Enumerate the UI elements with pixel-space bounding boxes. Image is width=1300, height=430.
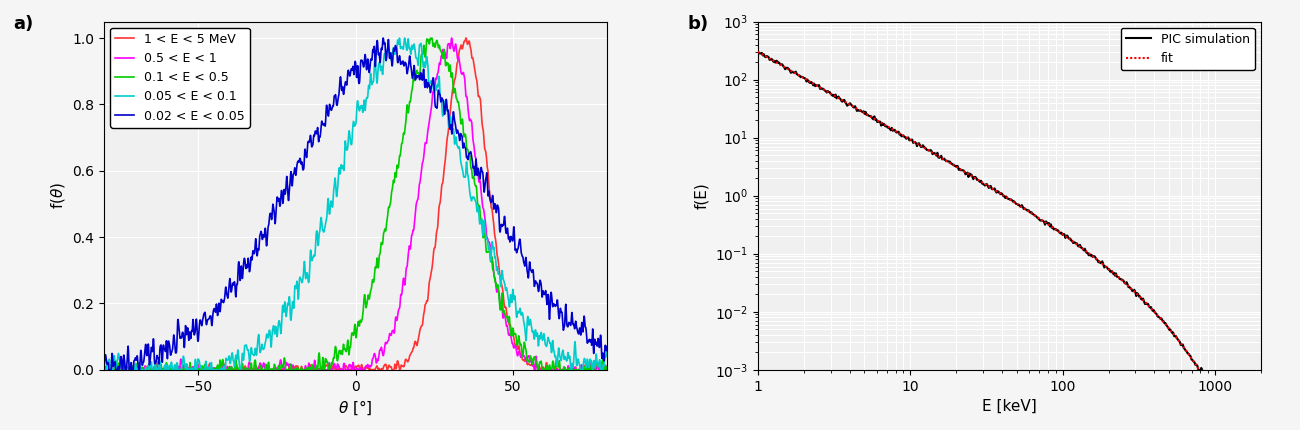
Line: 1 < E < 5 MeV: 1 < E < 5 MeV	[104, 38, 607, 370]
1 < E < 5 MeV	[599, 367, 615, 372]
0.02 < E < 0.05	[122, 367, 138, 372]
0.05 < E < 0.1	[585, 367, 601, 372]
PIC simulation	[980, 184, 996, 189]
0.1 < E < 0.5	[599, 367, 615, 372]
Line: 0.5 < E < 1: 0.5 < E < 1	[104, 38, 607, 370]
0.02 < E < 0.05	[328, 92, 343, 97]
fit	[1147, 310, 1162, 315]
Legend: 1 < E < 5 MeV, 0.5 < E < 1, 0.1 < E < 0.5, 0.05 < E < 0.1, 0.02 < E < 0.05: 1 < E < 5 MeV, 0.5 < E < 1, 0.1 < E < 0.…	[111, 28, 250, 128]
X-axis label: $\theta$ [°]: $\theta$ [°]	[338, 399, 373, 418]
0.02 < E < 0.05	[96, 365, 112, 370]
0.05 < E < 0.1	[493, 282, 508, 287]
0.02 < E < 0.05	[101, 367, 117, 372]
0.1 < E < 0.5	[424, 36, 439, 41]
PIC simulation	[1234, 425, 1249, 430]
Line: 0.02 < E < 0.05: 0.02 < E < 0.05	[104, 38, 607, 370]
0.02 < E < 0.05	[341, 69, 356, 74]
fit	[1222, 425, 1238, 430]
PIC simulation	[1039, 219, 1054, 224]
0.05 < E < 0.1	[122, 367, 138, 372]
0.5 < E < 1	[443, 36, 459, 41]
Line: fit: fit	[758, 52, 1242, 430]
1 < E < 5 MeV	[585, 367, 601, 372]
Line: 0.1 < E < 0.5: 0.1 < E < 0.5	[104, 38, 607, 370]
PIC simulation	[1011, 203, 1027, 209]
0.02 < E < 0.05	[376, 36, 391, 41]
0.02 < E < 0.05	[585, 330, 601, 335]
Line: 0.05 < E < 0.1: 0.05 < E < 0.1	[104, 38, 607, 370]
fit	[750, 49, 766, 55]
1 < E < 5 MeV	[341, 367, 356, 372]
Text: b): b)	[688, 15, 709, 33]
0.05 < E < 0.1	[341, 132, 356, 137]
PIC simulation	[1222, 420, 1238, 425]
0.1 < E < 0.5	[96, 367, 112, 372]
0.1 < E < 0.5	[341, 349, 356, 354]
fit	[1039, 220, 1054, 225]
0.05 < E < 0.1	[585, 367, 601, 372]
0.1 < E < 0.5	[122, 366, 138, 371]
X-axis label: E [keV]: E [keV]	[982, 399, 1037, 414]
Legend: PIC simulation, fit: PIC simulation, fit	[1121, 28, 1254, 70]
0.1 < E < 0.5	[328, 344, 343, 350]
0.05 < E < 0.1	[96, 367, 112, 372]
1 < E < 5 MeV	[99, 367, 114, 372]
PIC simulation	[750, 50, 766, 55]
0.1 < E < 0.5	[585, 366, 601, 371]
0.5 < E < 1	[493, 305, 508, 310]
fit	[1011, 203, 1027, 209]
0.5 < E < 1	[122, 367, 138, 372]
Line: PIC simulation: PIC simulation	[758, 52, 1242, 428]
Y-axis label: f(E): f(E)	[694, 182, 710, 209]
0.05 < E < 0.1	[396, 36, 412, 41]
0.5 < E < 1	[585, 367, 601, 372]
PIC simulation	[1223, 425, 1239, 430]
0.05 < E < 0.1	[599, 346, 615, 351]
1 < E < 5 MeV	[122, 367, 138, 372]
fit	[983, 185, 998, 190]
1 < E < 5 MeV	[585, 367, 601, 372]
0.5 < E < 1	[599, 364, 615, 369]
1 < E < 5 MeV	[328, 367, 343, 372]
fit	[980, 183, 996, 188]
0.1 < E < 0.5	[493, 307, 508, 313]
0.02 < E < 0.05	[585, 326, 601, 332]
0.02 < E < 0.05	[493, 226, 508, 231]
1 < E < 5 MeV	[459, 36, 474, 41]
PIC simulation	[1147, 309, 1162, 314]
1 < E < 5 MeV	[96, 365, 112, 370]
0.5 < E < 1	[96, 367, 112, 372]
1 < E < 5 MeV	[493, 277, 508, 282]
0.05 < E < 0.1	[328, 177, 343, 182]
0.5 < E < 1	[341, 367, 356, 372]
0.5 < E < 1	[328, 364, 343, 369]
Text: a): a)	[13, 15, 34, 33]
0.5 < E < 1	[585, 367, 601, 372]
0.1 < E < 0.5	[585, 367, 601, 372]
0.02 < E < 0.05	[599, 344, 615, 349]
Y-axis label: f($\theta$): f($\theta$)	[48, 182, 66, 209]
PIC simulation	[983, 183, 998, 188]
